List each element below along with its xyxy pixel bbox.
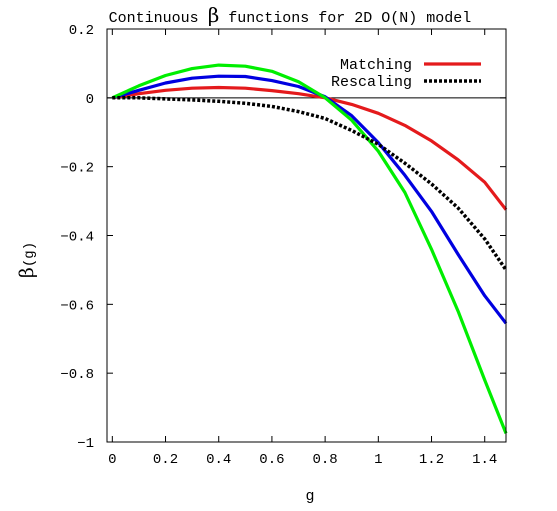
x-tick-label: 0.4	[206, 452, 231, 468]
x-tick-label: 0.2	[153, 452, 178, 468]
x-tick-label: 0	[108, 452, 116, 468]
series-line-rescaling	[112, 96, 508, 271]
y-tick-label: −0.8	[60, 367, 94, 383]
y-tick-label: −0.4	[60, 230, 94, 246]
y-axis-label-suffix: (g)	[22, 242, 38, 267]
tick-layer: 0 0.2 0.4 0.6 0.8 1 1.2 1.4 0.2 0 −0.2 −0.4 −0.6 −0.8…	[60, 23, 506, 468]
chart-title-suffix: functions for 2D O(N) model	[219, 10, 471, 27]
series-line-unlabeled-2	[111, 63, 508, 434]
x-tick-label: 1.4	[472, 452, 497, 468]
y-tick-label: 0	[86, 92, 94, 108]
y-tick-label: −1	[77, 436, 94, 452]
y-axis-label: β(g)	[16, 242, 38, 278]
legend-label-rescaling: Rescaling	[331, 74, 412, 91]
series-line-matching	[112, 85, 508, 211]
x-tick-label: 0.6	[259, 452, 284, 468]
series-line-unlabeled-1	[111, 74, 508, 325]
y-axis-label-group: β(g)	[16, 242, 38, 278]
y-axis-label-symbol: β	[16, 267, 38, 278]
y-tick-label: −0.6	[60, 298, 94, 314]
x-tick-label: 0.8	[313, 452, 338, 468]
series-layer	[111, 63, 508, 434]
y-tick-label: −0.2	[60, 161, 94, 177]
x-tick-label: 1	[374, 452, 382, 468]
y-tick-label: 0.2	[69, 23, 94, 39]
x-axis-label: g	[305, 488, 314, 505]
chart-title-prefix: Continuous	[109, 10, 208, 27]
legend-label-matching: Matching	[340, 57, 412, 74]
chart-title: Continuous β functions for 2D O(N) model	[109, 3, 472, 27]
x-tick-label: 1.2	[419, 452, 444, 468]
chart-title-symbol: β	[208, 3, 220, 27]
